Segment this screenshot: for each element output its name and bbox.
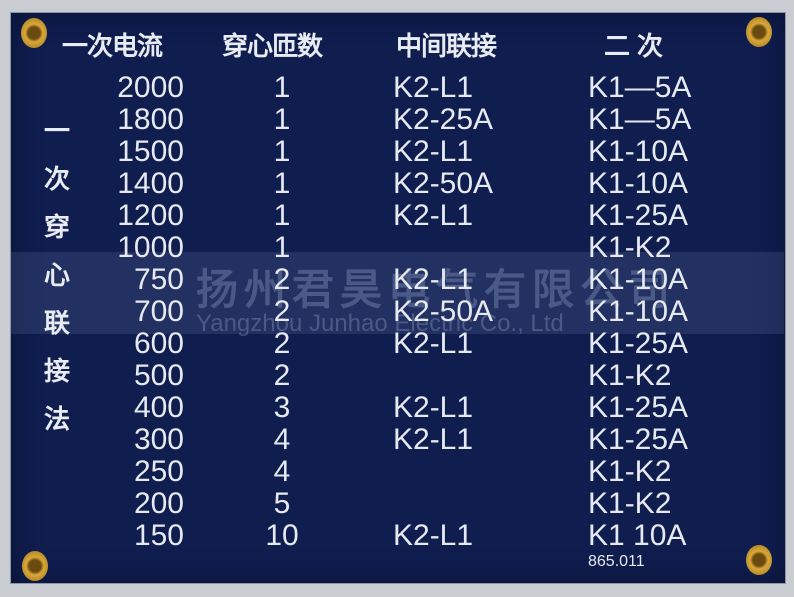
cell-middle-connection: K2-L1 [393,327,474,360]
header-secondary: 二 次 [604,32,663,62]
side-label-char: 一 [43,117,70,147]
cell-primary-current: 500 [133,359,184,392]
watermark-cn: 扬州君昊电气有限公司 [196,265,677,314]
rivet-bottom-right [746,545,772,575]
table-row: 600 2 K2-L1 K1-25A [0,328,794,360]
cell-primary-current: 1400 [117,167,184,200]
table-row: 2000 1 K2-L1 K1—5A [0,72,794,104]
cell-turns: 1 [273,231,291,264]
cell-primary-current: 700 [133,295,184,328]
cell-secondary-connection: K1-10A [588,263,689,296]
cell-turns: 1 [273,199,291,232]
cell-primary-current: 150 [133,519,184,552]
cell-secondary-connection: K1-K2 [588,359,672,392]
table-row: 500 2 K1-K2 [0,360,794,392]
cell-middle-connection: K2-L1 [393,71,474,104]
table-row: 300 4 K2-L1 K1-25A [0,424,794,456]
table-row: 1200 1 K2-L1 K1-25A [0,200,794,232]
side-label-char: 联 [43,309,70,339]
cell-primary-current: 750 [133,263,184,296]
nameplate [10,12,786,584]
rivet-top-left [21,18,47,48]
side-label-char: 穿 [43,213,70,243]
table-row: 1800 1 K2-25A K1—5A [0,104,794,136]
watermark-en: Yangzhou Junhao Electric Co., Ltd [196,310,564,337]
cell-turns: 2 [273,327,291,360]
model-code: 865.011 [588,553,645,570]
cell-middle-connection: K2-50A [393,167,494,200]
cell-secondary-connection: K1 10A [588,519,687,552]
cell-primary-current: 1000 [117,231,184,264]
cell-turns: 4 [273,455,291,488]
cell-secondary-connection: K1-25A [588,391,689,424]
side-label-char: 心 [43,261,70,291]
cell-middle-connection: K2-L1 [393,199,474,232]
cell-primary-current: 1200 [117,199,184,232]
cell-turns: 2 [273,359,291,392]
cell-turns: 1 [273,135,291,168]
table-row: 150 10 K2-L1 K1 10A [0,520,794,552]
cell-primary-current: 400 [133,391,184,424]
cell-middle-connection: K2-25A [393,103,494,136]
cell-primary-current: 1500 [117,135,184,168]
cell-turns: 2 [273,263,291,296]
header-primary-current: 一次电流 [62,32,163,62]
rivet-top-right [746,17,772,47]
header-turns: 穿心匝数 [222,32,323,62]
side-label-char: 法 [43,405,70,435]
side-label: 一次穿心联接法 [40,108,74,444]
cell-turns: 1 [273,103,291,136]
table-row: 250 4 K1-K2 [0,456,794,488]
cell-primary-current: 600 [133,327,184,360]
side-label-char: 次 [43,165,70,195]
cell-turns: 10 [265,519,299,552]
cell-secondary-connection: K1-K2 [588,455,672,488]
side-label-char: 接 [43,357,70,387]
cell-middle-connection: K2-L1 [393,423,474,456]
table-row: 750 2 K2-L1 K1-10A [0,264,794,296]
glare-band [10,252,784,334]
cell-secondary-connection: K1-K2 [588,487,672,520]
cell-turns: 2 [273,295,291,328]
cell-middle-connection: K2-L1 [393,519,474,552]
cell-middle-connection: K2-L1 [393,391,474,424]
cell-middle-connection: K2-50A [393,295,494,328]
table-row: 1000 1 K1-K2 [0,232,794,264]
header-middle-connection: 中间联接 [396,32,497,62]
cell-secondary-connection: K1—5A [588,103,692,136]
table-row: 200 5 K1-K2 [0,488,794,520]
cell-secondary-connection: K1-10A [588,167,689,200]
table-row: 1400 1 K2-50A K1-10A [0,168,794,200]
cell-primary-current: 200 [133,487,184,520]
cell-secondary-connection: K1-10A [588,135,689,168]
cell-secondary-connection: K1-K2 [588,231,672,264]
cell-turns: 1 [273,167,291,200]
cell-middle-connection: K2-L1 [393,135,474,168]
cell-primary-current: 250 [133,455,184,488]
cell-middle-connection: K2-L1 [393,263,474,296]
cell-secondary-connection: K1—5A [588,71,692,104]
cell-secondary-connection: K1-25A [588,423,689,456]
cell-turns: 3 [273,391,291,424]
cell-secondary-connection: K1-25A [588,327,689,360]
cell-primary-current: 1800 [117,103,184,136]
cell-primary-current: 2000 [117,71,184,104]
table-row: 700 2 K2-50A K1-10A [0,296,794,328]
cell-turns: 1 [273,71,291,104]
cell-turns: 5 [273,487,291,520]
rivet-bottom-left [22,551,48,581]
cell-primary-current: 300 [133,423,184,456]
cell-secondary-connection: K1-10A [588,295,689,328]
cell-turns: 4 [273,423,291,456]
table-row: 400 3 K2-L1 K1-25A [0,392,794,424]
table-row: 1500 1 K2-L1 K1-10A [0,136,794,168]
cell-secondary-connection: K1-25A [588,199,689,232]
